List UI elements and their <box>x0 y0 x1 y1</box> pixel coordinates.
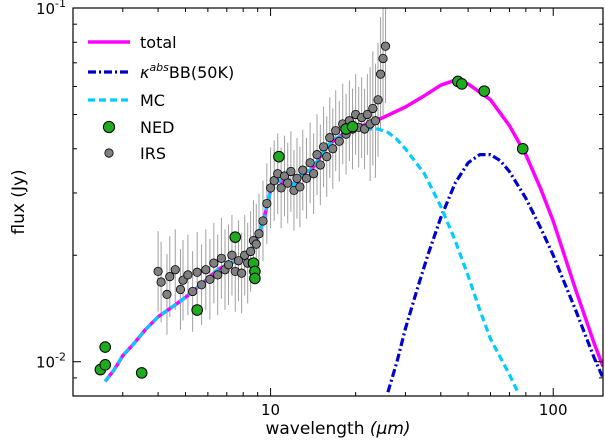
irs-point <box>331 126 341 136</box>
series-line-bb <box>386 153 603 393</box>
irs-point <box>283 178 293 188</box>
irs-point <box>328 144 338 154</box>
legend-label-irs: IRS <box>140 144 166 163</box>
ned-point <box>191 304 203 316</box>
irs-point <box>233 256 244 266</box>
irs-point <box>295 182 305 192</box>
irs-point <box>227 250 237 260</box>
irs-point <box>162 289 172 299</box>
plot-frame <box>72 7 604 397</box>
ned-point <box>99 341 112 353</box>
legend-label-mc: MC <box>140 91 165 110</box>
x-axis-label-text: wavelength <box>265 419 364 439</box>
irs-point <box>192 267 202 277</box>
irs-point <box>175 284 186 295</box>
irs-point <box>251 239 261 249</box>
irs-point <box>156 277 166 287</box>
ned-point <box>99 359 112 371</box>
irs-point <box>362 109 372 120</box>
irs-point <box>237 268 247 278</box>
irs-point <box>301 173 312 183</box>
irs-point <box>375 69 386 79</box>
ned-point <box>229 231 242 243</box>
irs-point <box>305 158 315 168</box>
ned-point <box>135 367 148 379</box>
irs-point <box>315 160 325 170</box>
irs-point <box>334 136 344 146</box>
irs-point <box>209 258 219 268</box>
irs-point <box>322 152 332 162</box>
legend-swatch-ned <box>102 120 116 134</box>
ned-point <box>456 78 468 90</box>
ned-point <box>478 85 491 97</box>
irs-point <box>205 274 215 284</box>
ned-point <box>346 120 359 133</box>
y-axis-label: flux (Jy) <box>9 169 29 234</box>
irs-point <box>276 183 286 193</box>
irs-point <box>213 270 223 280</box>
irs-point <box>201 265 211 275</box>
x-axis-label-unit: (μm) <box>370 419 411 439</box>
irs-point <box>380 41 391 51</box>
irs-point <box>325 133 335 143</box>
irs-point <box>265 183 276 193</box>
irs-point <box>196 280 207 290</box>
legend-label-ned: NED <box>140 118 174 137</box>
irs-point <box>309 169 319 179</box>
irs-point <box>298 165 308 175</box>
irs-point <box>378 53 388 64</box>
irs-point <box>368 103 378 114</box>
irs-point <box>262 198 272 209</box>
irs-point <box>373 95 383 105</box>
legend-swatch-irs <box>104 148 114 158</box>
y-tick-label: 10-1 <box>36 0 66 18</box>
irs-point <box>258 216 268 226</box>
irs-point <box>246 246 256 257</box>
ned-point <box>273 150 285 163</box>
irs-point <box>165 272 175 282</box>
irs-point <box>188 286 198 297</box>
irs-point <box>318 142 329 152</box>
ned-point <box>516 142 529 155</box>
legend-label-bb: κabsBB(50K) <box>140 61 234 82</box>
irs-point <box>254 229 264 239</box>
irs-point <box>223 260 234 270</box>
ned-point <box>249 272 261 285</box>
x-tick-label: 100 <box>539 401 568 419</box>
irs-point <box>292 173 302 183</box>
legend-label-total: total <box>140 33 177 52</box>
irs-point <box>286 166 296 177</box>
irs-point <box>370 116 381 126</box>
y-tick-label: 10-2 <box>36 351 66 372</box>
x-axis-label: wavelength (μm) <box>265 419 410 439</box>
irs-point <box>312 150 322 160</box>
legend: total κabsBB(50K) MC NED IRS <box>88 33 234 163</box>
x-tick-label: 10 <box>261 401 280 419</box>
irs-point <box>153 266 163 277</box>
irs-point <box>183 270 193 280</box>
irs-point <box>216 253 227 263</box>
irs-point <box>170 265 180 275</box>
